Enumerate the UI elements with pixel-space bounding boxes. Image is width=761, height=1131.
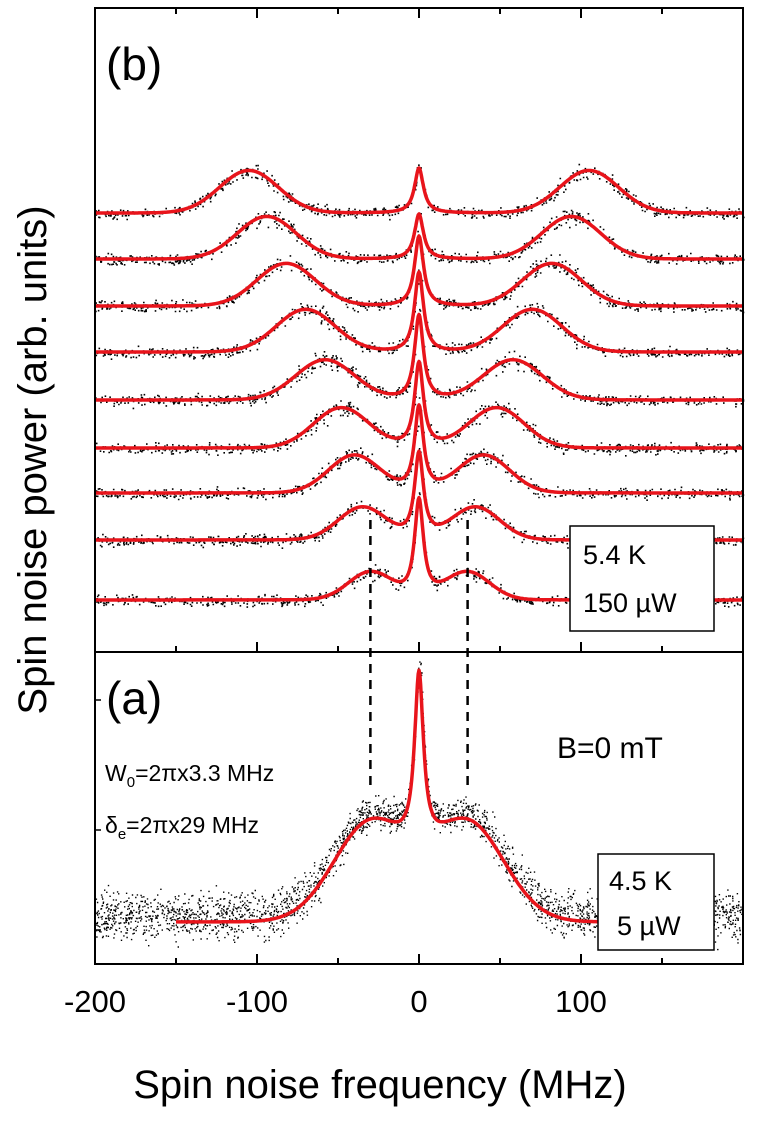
param-w0-symbol: W [105, 760, 127, 786]
param-w0-value: =2πx3.3 MHz [135, 760, 274, 786]
param-de-symbol: δ [105, 812, 118, 838]
panel-b-conditions-box [569, 525, 715, 632]
spectrum-5-fit [94, 312, 744, 402]
spectrum-8-fit [94, 212, 744, 261]
x-tick-label: 100 [555, 984, 607, 1019]
spectrum-9-point-cloud [95, 163, 745, 221]
dashed-guide-lines [369, 520, 469, 790]
spectrum-6-fit [94, 270, 744, 354]
param-de-subscript: e [118, 826, 126, 843]
param-w0-subscript: 0 [127, 774, 135, 791]
panel-a-temperature: 4.5 K [609, 866, 672, 896]
param-w0: W0=2πx3.3 MHz [105, 760, 274, 791]
x-axis-title: Spin noise frequency (MHz) [133, 1063, 627, 1107]
panel-a-conditions-box [597, 853, 715, 951]
panel-b-fit-curves [94, 166, 744, 602]
x-tick-label: 0 [410, 984, 427, 1019]
magnetic-field-label: B=0 mT [557, 732, 663, 765]
spectrum-3-fit [94, 403, 744, 495]
spectrum-9-fit [94, 166, 744, 215]
y-axis-title: Spin noise power (arb. units) [11, 205, 55, 714]
spectrum-7-fit [94, 234, 744, 308]
axis-ticks [94, 8, 744, 964]
panel-a-power: 5 µW [617, 911, 681, 941]
panel-b-temperature: 5.4 K [583, 540, 646, 570]
panel-a-fit-line [175, 668, 663, 924]
x-tick-label: -100 [226, 984, 288, 1019]
panel-a-label: (a) [106, 672, 162, 724]
spectrum-4-fit [94, 359, 744, 450]
panel-b-power: 150 µW [583, 588, 677, 618]
param-de-value: =2πx29 MHz [126, 812, 259, 838]
param-delta-e: δe=2πx29 MHz [105, 812, 259, 843]
x-tick-label: -200 [64, 984, 126, 1019]
spectrum-9-points [95, 163, 745, 221]
panel-b-label: (b) [106, 38, 162, 90]
panel-a-fit-curve [175, 668, 663, 924]
x-tick-labels: -200 -100 0 100 [64, 984, 607, 1019]
